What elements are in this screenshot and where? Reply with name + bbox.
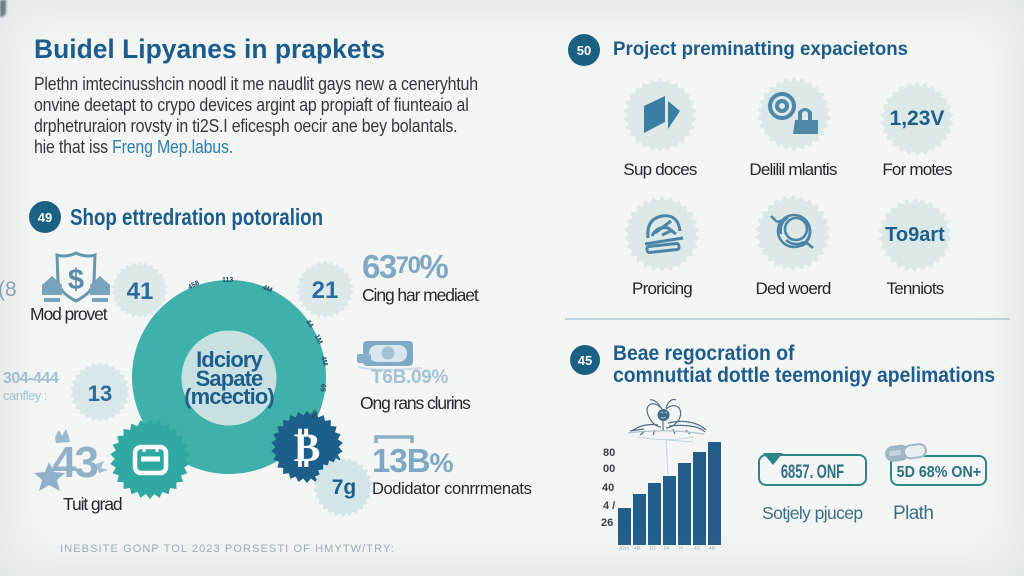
svg-text:113: 113	[222, 277, 233, 284]
svg-text:4B: 4B	[634, 546, 641, 552]
svg-text:458: 458	[187, 280, 201, 292]
svg-text:4g: 4g	[309, 408, 319, 418]
svg-text:54: 54	[664, 546, 670, 552]
svg-text:$: $	[68, 264, 84, 296]
svg-text:4M: 4M	[261, 284, 273, 294]
svg-text:TD: TD	[649, 546, 656, 552]
svg-text:00: 00	[603, 463, 615, 475]
svg-text:(8: (8	[0, 278, 17, 301]
svg-text:44: 44	[304, 319, 314, 329]
svg-text:4B: 4B	[709, 546, 716, 552]
svg-text:4M: 4M	[319, 356, 328, 367]
svg-text:A2m: A2m	[619, 546, 629, 552]
svg-text:4 /: 4 /	[603, 500, 615, 512]
svg-text:40: 40	[602, 482, 614, 494]
svg-text:26: 26	[601, 517, 613, 529]
svg-text:H: H	[679, 546, 683, 552]
svg-text:₿: ₿	[294, 425, 321, 470]
svg-text:80: 80	[603, 447, 615, 459]
svg-text:1M: 1M	[313, 334, 324, 346]
svg-text:4S: 4S	[694, 546, 701, 552]
svg-text:65: 65	[319, 384, 327, 392]
